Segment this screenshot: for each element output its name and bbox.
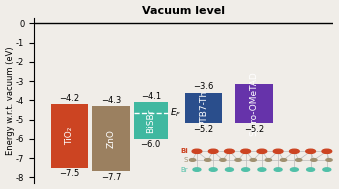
Circle shape: [257, 149, 267, 153]
Circle shape: [311, 159, 317, 161]
Y-axis label: Energy w.r.t. vacuum (eV): Energy w.r.t. vacuum (eV): [5, 46, 15, 155]
Text: Bi: Bi: [180, 148, 188, 154]
Circle shape: [224, 149, 234, 153]
Text: −5.2: −5.2: [244, 125, 264, 134]
Circle shape: [193, 168, 201, 171]
Text: BiSBr: BiSBr: [146, 108, 155, 133]
Circle shape: [273, 149, 283, 153]
Text: PTB7-Th: PTB7-Th: [199, 90, 208, 126]
Circle shape: [235, 159, 241, 161]
Circle shape: [190, 159, 196, 161]
Bar: [134, 102, 168, 139]
Circle shape: [192, 149, 202, 153]
Bar: [185, 93, 222, 123]
Text: −3.6: −3.6: [193, 82, 214, 91]
Text: −7.7: −7.7: [101, 173, 121, 182]
Circle shape: [280, 159, 287, 161]
Circle shape: [220, 159, 226, 161]
Bar: [51, 104, 88, 168]
Text: −5.2: −5.2: [194, 125, 214, 134]
Circle shape: [258, 168, 266, 171]
Circle shape: [307, 168, 315, 171]
Circle shape: [290, 149, 299, 153]
Bar: [93, 106, 130, 171]
Circle shape: [250, 159, 256, 161]
Text: ZnO: ZnO: [106, 129, 116, 148]
Circle shape: [322, 149, 332, 153]
Text: Spiro-OMeTAD: Spiro-OMeTAD: [250, 71, 259, 136]
Text: −4.2: −4.2: [59, 94, 79, 103]
Circle shape: [291, 168, 298, 171]
Circle shape: [208, 149, 218, 153]
Circle shape: [296, 159, 302, 161]
Circle shape: [274, 168, 282, 171]
Circle shape: [306, 149, 316, 153]
Text: −7.5: −7.5: [59, 169, 79, 178]
Text: S: S: [184, 157, 188, 163]
Circle shape: [241, 149, 251, 153]
Text: Br: Br: [181, 167, 188, 173]
Circle shape: [326, 159, 332, 161]
Circle shape: [205, 159, 211, 161]
Text: TiO₂: TiO₂: [65, 127, 74, 145]
Circle shape: [265, 159, 272, 161]
Text: −4.1: −4.1: [141, 92, 161, 101]
Circle shape: [323, 168, 331, 171]
Title: Vacuum level: Vacuum level: [142, 5, 225, 15]
Circle shape: [225, 168, 233, 171]
Text: −4.3: −4.3: [101, 96, 121, 105]
Circle shape: [242, 168, 250, 171]
Text: −6.0: −6.0: [141, 140, 161, 149]
Text: $E_F$: $E_F$: [170, 107, 181, 119]
Bar: [236, 84, 273, 123]
Circle shape: [209, 168, 217, 171]
